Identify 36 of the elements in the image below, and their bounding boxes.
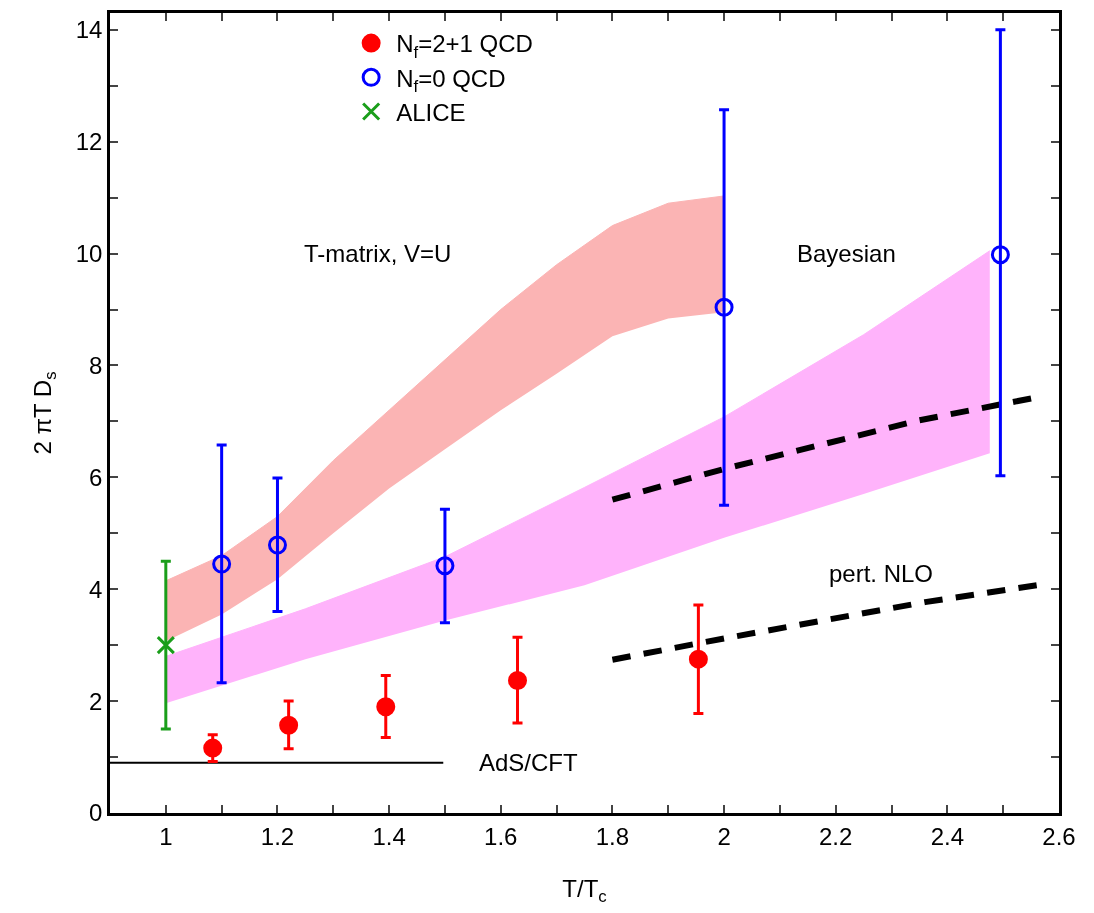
- point: [376, 697, 396, 717]
- x-tick-label: 2.4: [930, 822, 965, 850]
- series-label: pert. NLO: [829, 560, 934, 587]
- y-tick-label: 6: [89, 463, 103, 491]
- y-tick-label: 2: [89, 687, 103, 715]
- x-tick-label: 1.8: [595, 822, 630, 850]
- x-tick-label: 1: [159, 822, 173, 850]
- y-tick-label: 8: [89, 351, 103, 379]
- y-tick-label: 14: [75, 16, 103, 44]
- series-label: Bayesian: [797, 240, 896, 267]
- x-tick-label: 1.6: [484, 822, 518, 850]
- point: [714, 297, 734, 317]
- point: [688, 649, 708, 669]
- y-tick-label: 0: [89, 799, 103, 827]
- legend-label: N$_{f}$=0 QCD: [396, 64, 506, 96]
- x-tick-label: 2.6: [1042, 822, 1076, 850]
- y-tick-label: 12: [75, 128, 103, 156]
- point: [990, 245, 1010, 265]
- x-tick-label: 2.2: [819, 822, 853, 850]
- point: [267, 535, 287, 555]
- point: [203, 738, 223, 758]
- point: [279, 715, 299, 735]
- y-tick-label: 4: [89, 575, 103, 603]
- x-axis-title: T/T$_{c}$: [562, 874, 607, 906]
- x-tick-label: 1.2: [260, 822, 295, 850]
- point: [156, 635, 176, 655]
- point: [435, 556, 455, 576]
- point: [212, 554, 232, 574]
- x-tick-label: 2: [717, 822, 731, 850]
- series-label: AdS/CFT: [479, 749, 579, 776]
- y-tick-label: 10: [75, 239, 103, 267]
- x-tick-label: 1.4: [372, 822, 406, 850]
- text: T-matrix, V=U: [304, 240, 452, 267]
- legend-label: ALICE: [396, 98, 466, 126]
- legend-label: N$_{f}$=2+1 QCD: [396, 30, 533, 62]
- point: [508, 670, 528, 690]
